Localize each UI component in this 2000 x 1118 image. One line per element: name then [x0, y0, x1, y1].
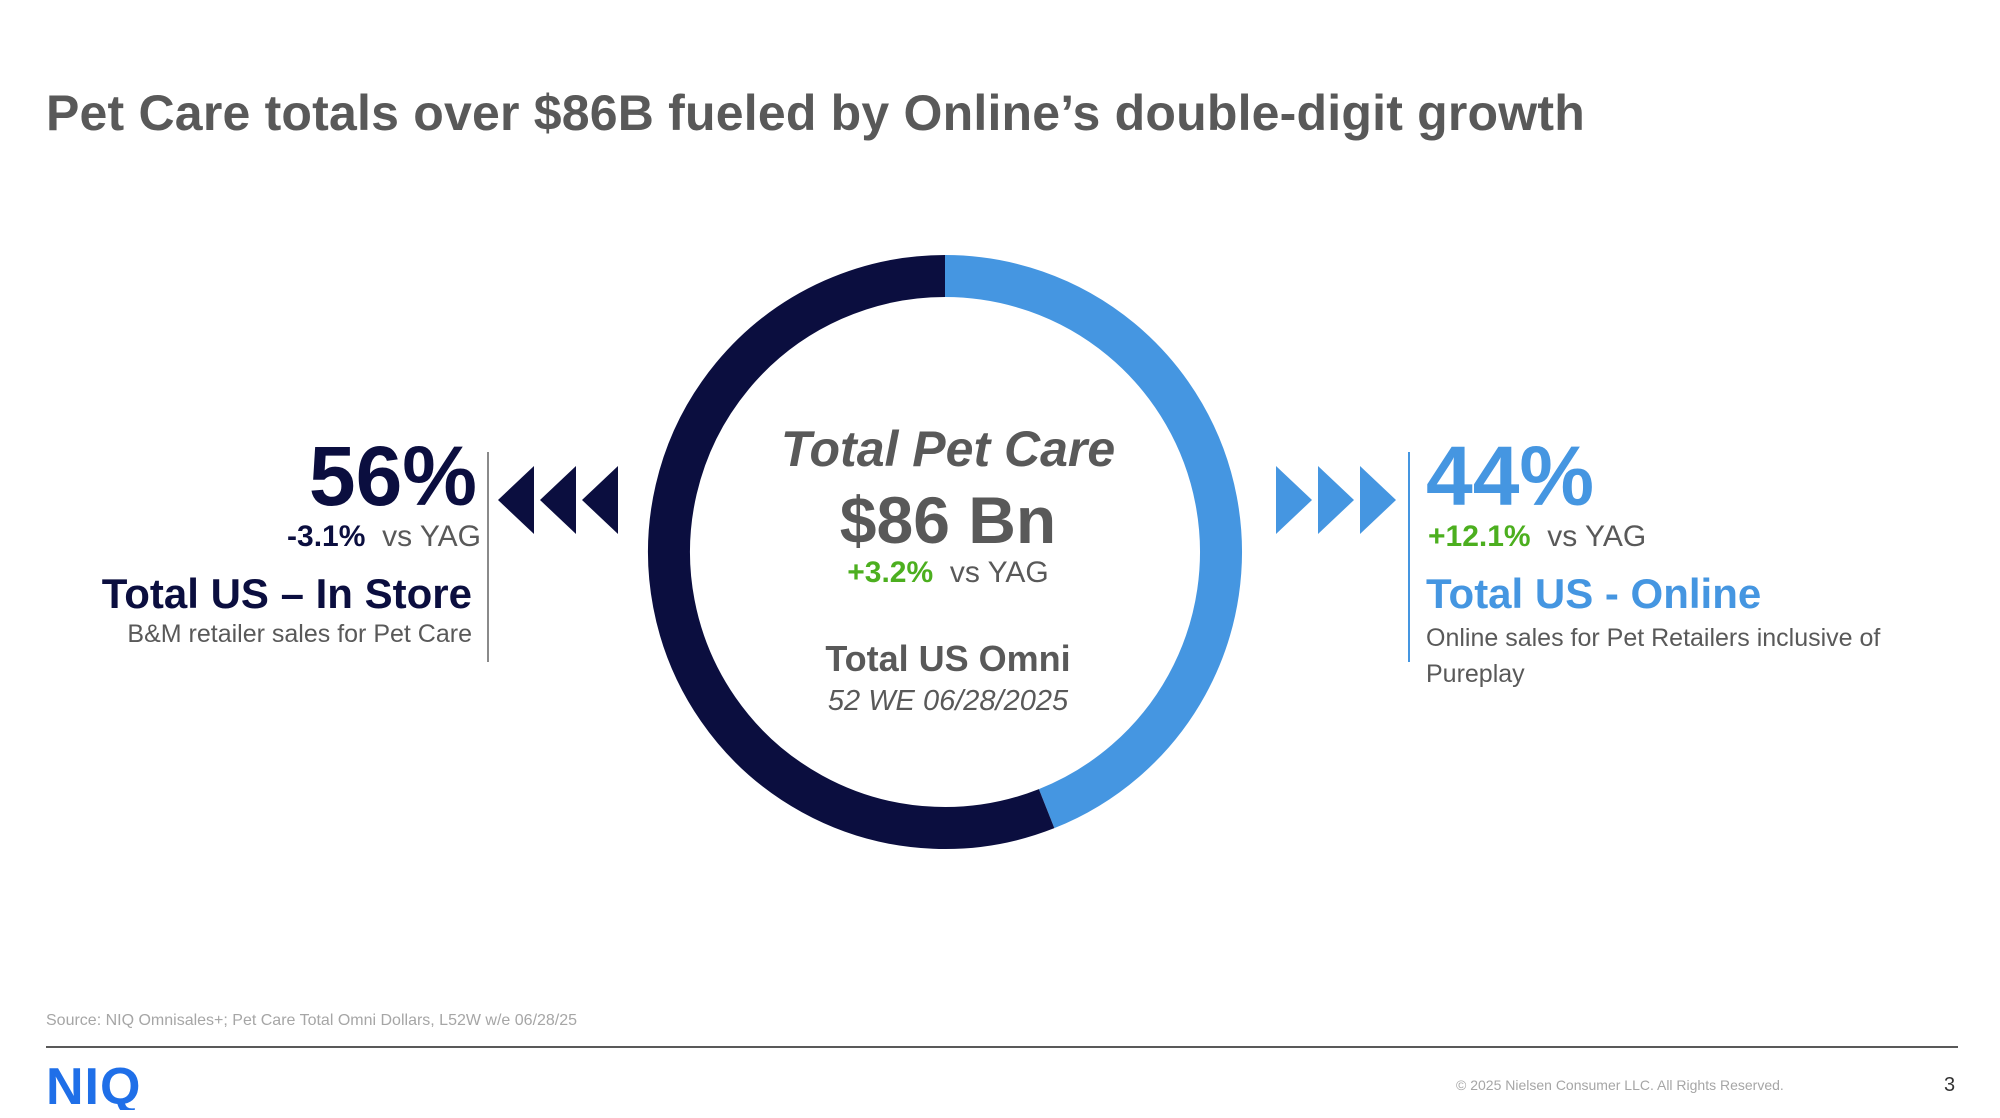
left-triple-chevron-icon	[498, 466, 618, 534]
in-store-percent: 56%	[308, 429, 477, 523]
center-period: 52 WE 06/28/2025	[827, 685, 1069, 717]
center-omni-label: Total US Omni	[825, 638, 1071, 679]
page-number: 3	[1944, 1074, 1956, 1096]
online-percent: 44%	[1426, 429, 1595, 523]
in-store-divider	[487, 452, 489, 662]
online-growth-value: +12.1%	[1428, 520, 1531, 553]
source-note: Source: NIQ Omnisales+; Pet Care Total O…	[46, 1012, 578, 1029]
copyright: © 2025 Nielsen Consumer LLC. All Rights …	[1456, 1077, 1784, 1093]
center-growth-value: +3.2%	[847, 556, 934, 589]
in-store-name: Total US – In Store	[101, 570, 472, 617]
right-triple-chevron-icon	[1276, 466, 1396, 534]
donut-chart	[648, 255, 1242, 849]
slide-title: Pet Care totals over $86B fueled by Onli…	[46, 85, 1585, 141]
donut-slice-in-store	[648, 255, 1055, 849]
in-store-growth-suffix: vs YAG	[382, 520, 481, 553]
donut-slice-online	[944, 255, 1242, 829]
online-name: Total US - Online	[1426, 570, 1762, 617]
center-value: $86 Bn	[839, 483, 1057, 557]
online-growth-suffix: vs YAG	[1547, 520, 1647, 553]
niq-logo: NIQ	[46, 1060, 141, 1110]
online-growth: +12.1% vs YAG	[1428, 520, 1646, 554]
center-growth-suffix: vs YAG	[949, 556, 1049, 589]
center-label: Total Pet Care	[780, 421, 1116, 477]
svg-text:NIQ: NIQ	[46, 1060, 141, 1110]
in-store-description: B&M retailer sales for Pet Care	[127, 620, 472, 648]
in-store-growth-value: -3.1%	[287, 520, 366, 553]
in-store-growth: -3.1% vs YAG	[287, 520, 481, 554]
online-description: Online sales for Pet Retailers inclusive…	[1426, 624, 1881, 688]
footer-divider	[46, 1046, 1958, 1048]
online-divider	[1408, 452, 1410, 662]
center-growth: +3.2% vs YAG	[648, 556, 1248, 590]
